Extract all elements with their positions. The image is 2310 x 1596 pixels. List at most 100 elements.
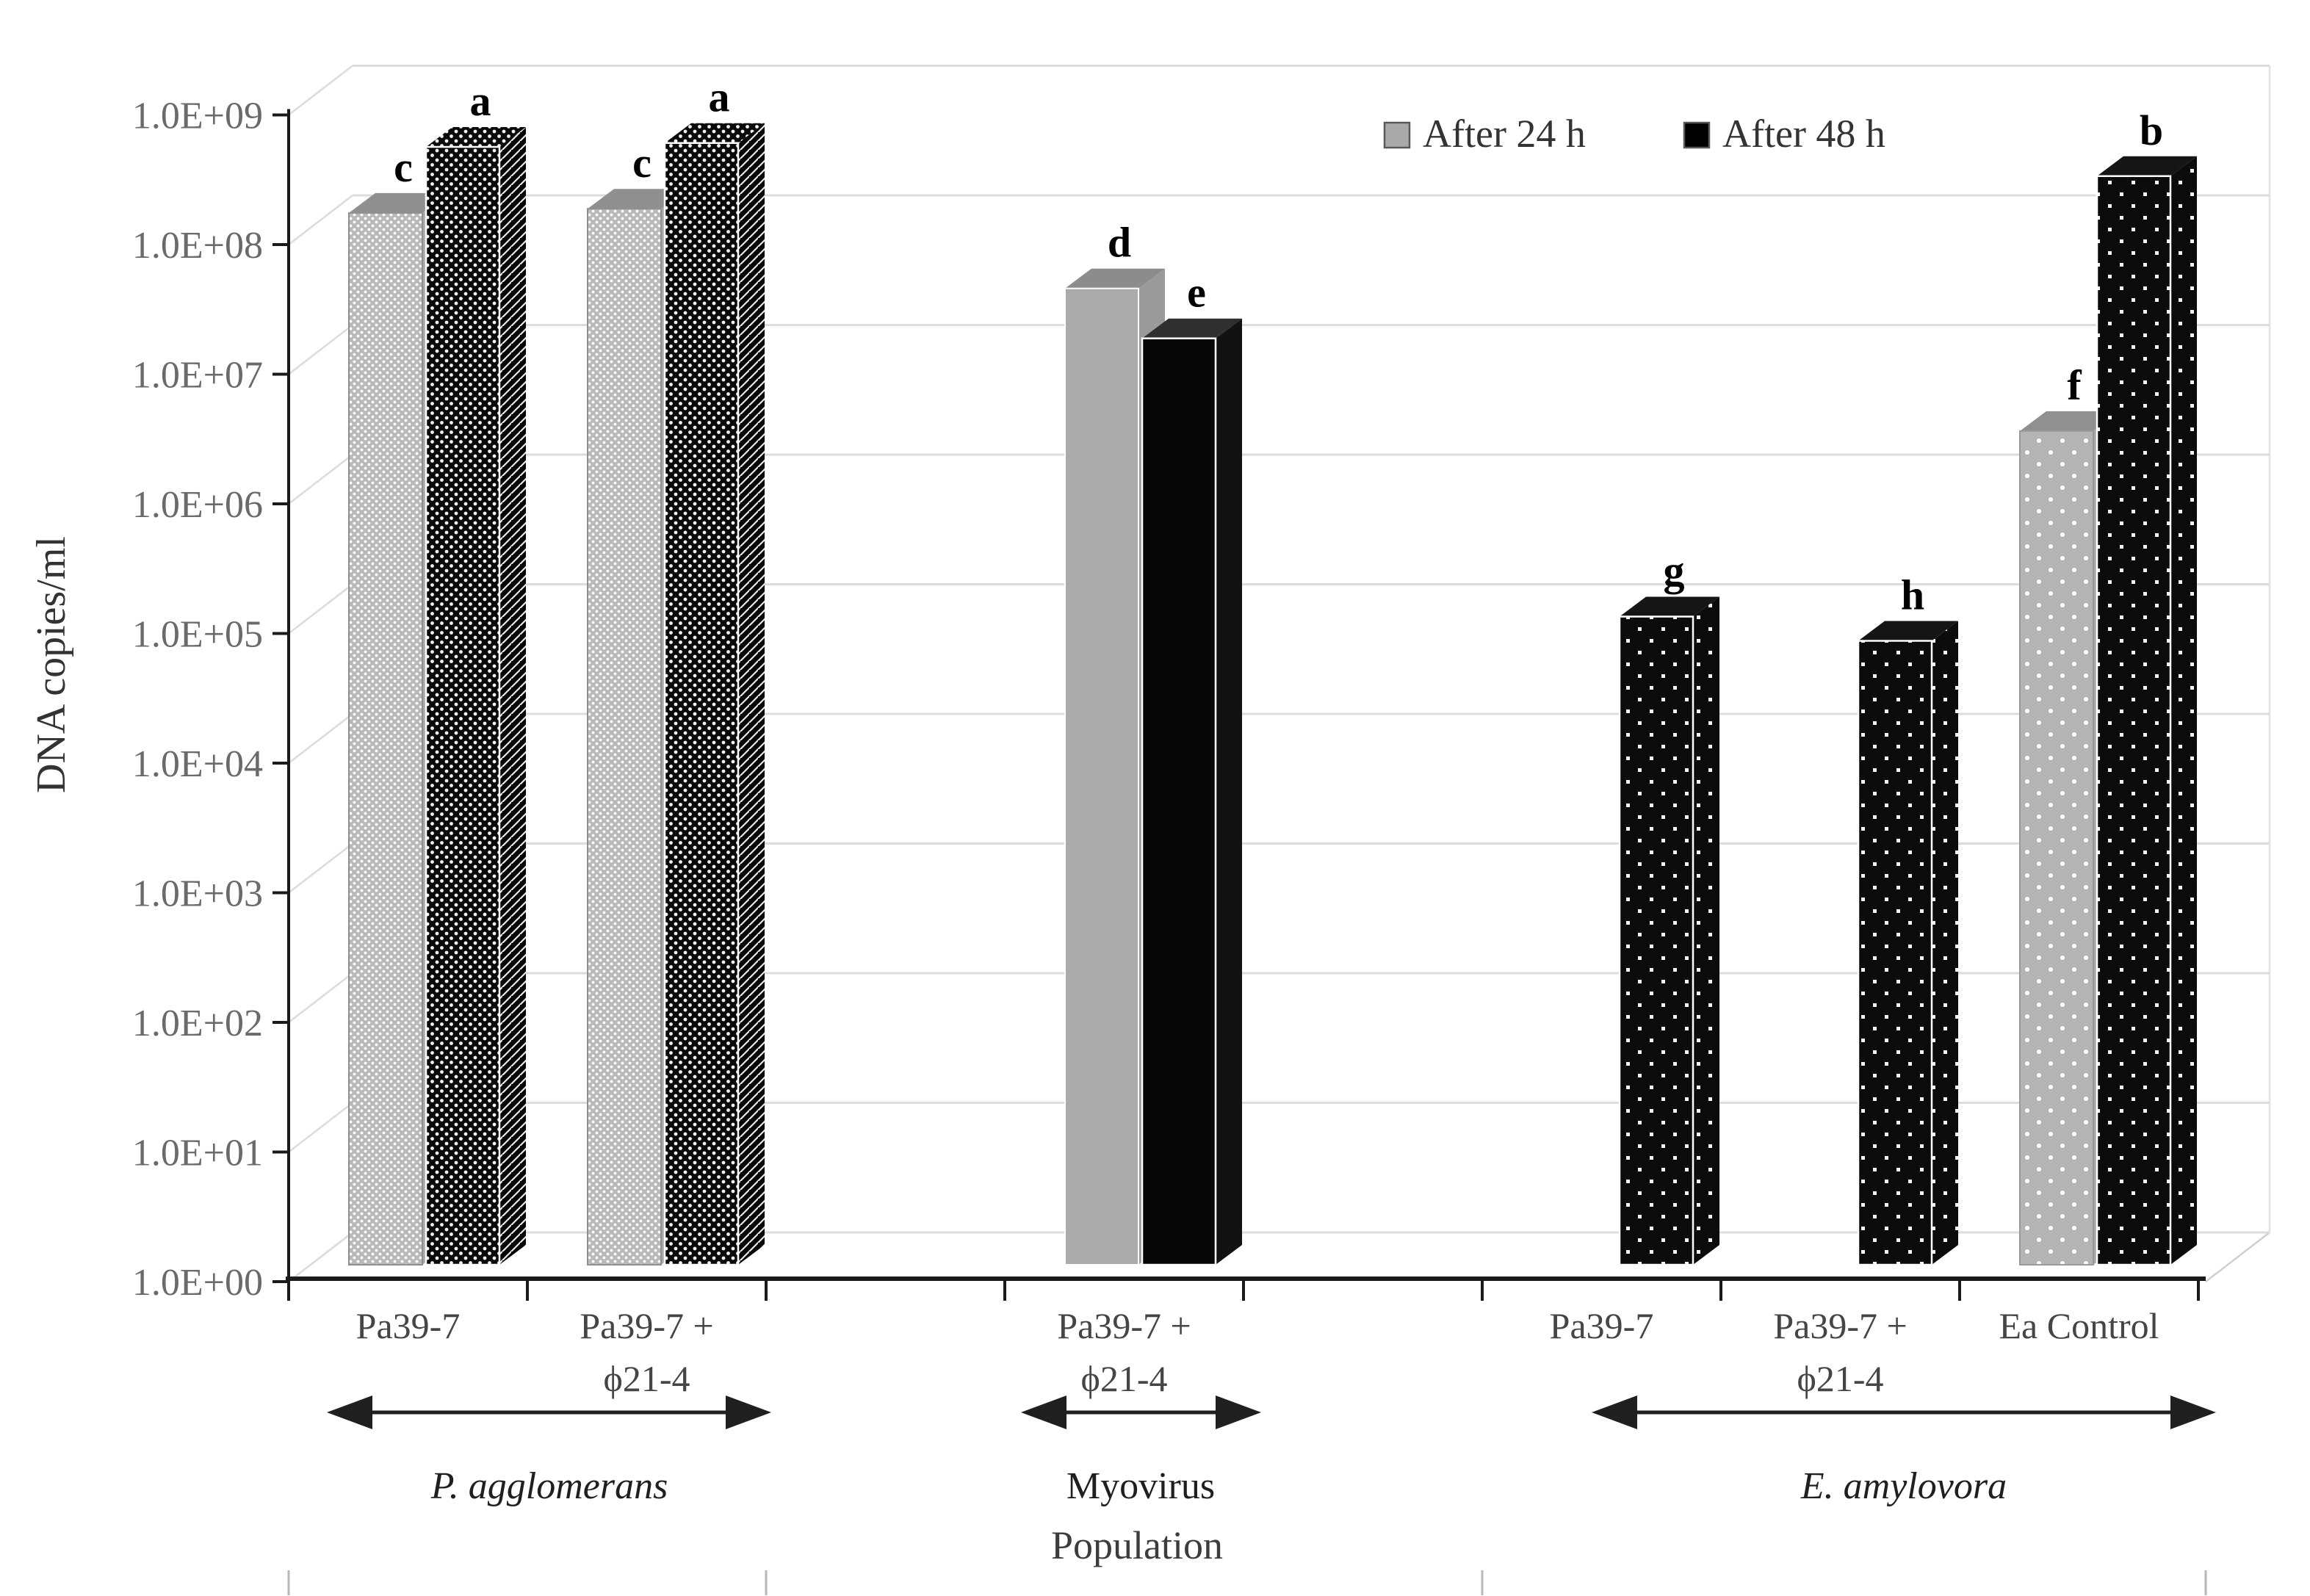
bar-top-face <box>1065 268 1165 289</box>
significance-letter-a: a <box>709 73 730 121</box>
y-axis-title: DNA copies/ml <box>29 536 74 793</box>
category-label: Pa39-7 <box>1550 1305 1654 1346</box>
significance-letter-h: h <box>1901 571 1924 619</box>
bar-top-face <box>349 192 449 213</box>
significance-letters: c a c a d e g h f b <box>394 73 2163 619</box>
bar-h-after-48-h <box>1857 621 1958 1266</box>
legend: After 24 h After 48 h <box>1383 112 1885 156</box>
y-tick-label: 1.0E+05 <box>132 614 263 656</box>
axes <box>272 109 2207 1595</box>
y-tick-label: 1.0E+09 <box>132 95 263 137</box>
group-label: E. amylovora <box>1800 1465 2007 1507</box>
significance-letter-d: d <box>1108 219 1131 267</box>
significance-letter-c: c <box>394 143 413 191</box>
legend-label: After 24 h <box>1423 112 1586 156</box>
bars <box>348 123 2197 1266</box>
bar-side-face <box>1216 318 1242 1265</box>
bar-front-face <box>1141 337 1217 1266</box>
group-label: P. agglomerans <box>430 1465 668 1507</box>
category-label: ϕ21-4 <box>1081 1358 1168 1399</box>
gridline-connector <box>288 65 353 116</box>
y-tick-label: 1.0E+04 <box>132 743 263 785</box>
y-tick-label: 1.0E+01 <box>132 1133 263 1174</box>
bar-side-face <box>2170 156 2197 1265</box>
x-axis-title: Population <box>1051 1523 1223 1567</box>
bar-front-face <box>2096 175 2172 1266</box>
bar-side-face <box>1932 621 1958 1265</box>
bar-front-face <box>663 142 740 1266</box>
y-tick-label: 1.0E+06 <box>132 484 263 526</box>
floor-right-edge <box>2205 1232 2270 1282</box>
bar-g-after-48-h <box>1618 596 1719 1266</box>
category-label: Pa39-7 <box>356 1305 461 1346</box>
gridline-connector <box>288 1232 353 1282</box>
arrowhead-right <box>726 1395 771 1429</box>
bar-top-face <box>1858 621 1958 641</box>
bar-top-face <box>2097 156 2197 176</box>
legend-item-after-48h: After 48 h <box>1683 112 1885 156</box>
bar-side-face <box>499 126 526 1265</box>
bar-front-face <box>425 145 501 1266</box>
category-label: Pa39-7 + <box>1773 1305 1907 1346</box>
y-tick-labels: 1.0E+00 1.0E+01 1.0E+02 1.0E+03 1.0E+04 1.0E+… <box>132 95 263 1304</box>
gridline-connector <box>288 583 353 635</box>
bar-top-face <box>2020 411 2120 431</box>
gridline-connector <box>288 713 353 764</box>
group-annotations: P. agglomerans Myovirus E. amylovora <box>327 1395 2216 1507</box>
gridline-connector <box>288 842 353 894</box>
y-tick-label: 1.0E+08 <box>132 225 263 267</box>
significance-letter-c: c <box>632 139 652 187</box>
bar-front-face <box>348 212 423 1265</box>
gridline-connector <box>288 454 353 505</box>
significance-letter-g: g <box>1664 547 1685 595</box>
significance-letter-e: e <box>1187 269 1206 317</box>
legend-swatch <box>1683 121 1711 149</box>
bar-a-after-48-h <box>663 123 765 1266</box>
category-label: Pa39-7 + <box>1057 1305 1191 1346</box>
bar-top-face <box>426 126 526 147</box>
legend-swatch <box>1383 121 1411 149</box>
category-label: ϕ21-4 <box>604 1358 690 1399</box>
bar-e-after-48-h <box>1141 318 1242 1266</box>
gridlines <box>288 65 2270 1282</box>
gridline-connector <box>288 972 353 1023</box>
significance-letter-f: f <box>2067 361 2082 409</box>
bar-side-face <box>738 123 765 1265</box>
bar-top-face <box>1142 318 1242 339</box>
category-label: ϕ21-4 <box>1797 1358 1884 1399</box>
group-label: Myovirus <box>1066 1465 1215 1507</box>
y-tick-label: 1.0E+07 <box>132 355 263 397</box>
arrowhead-left <box>327 1395 372 1429</box>
arrowhead-right <box>1216 1395 1261 1429</box>
significance-letter-a: a <box>470 77 491 125</box>
arrowhead-right <box>2170 1395 2216 1429</box>
arrowhead-left <box>1592 1395 1637 1429</box>
bar-top-face <box>665 123 765 143</box>
bar-front-face <box>1857 640 1933 1266</box>
bar-b-after-48-h <box>2096 156 2197 1266</box>
plot-back-wall <box>288 65 2271 1282</box>
y-tick-label: 1.0E+00 <box>132 1262 263 1304</box>
bar-front-face <box>2019 430 2094 1266</box>
category-labels: Pa39-7 Pa39-7 + ϕ21-4 Pa39-7 + ϕ21-4 Pa39-7 Pa… <box>356 1305 2159 1399</box>
gridline-connector <box>288 195 353 245</box>
category-label: Pa39-7 + <box>580 1305 713 1346</box>
arrowhead-left <box>1021 1395 1066 1429</box>
bar-top-face <box>1620 596 1719 617</box>
gridline-connector <box>288 324 353 375</box>
bar-front-face <box>587 208 662 1266</box>
legend-item-after-24h: After 24 h <box>1383 112 1586 156</box>
gridline-connector <box>288 1102 353 1153</box>
y-tick-label: 1.0E+02 <box>132 1003 263 1044</box>
bar-front-face <box>1618 615 1694 1266</box>
group-myovirus: Myovirus <box>1021 1395 1261 1507</box>
bar-front-face <box>1064 287 1139 1265</box>
group-e-amylovora: E. amylovora <box>1592 1395 2216 1507</box>
group-p-agglomerans: P. agglomerans <box>327 1395 771 1507</box>
legend-label: After 48 h <box>1722 112 1885 156</box>
significance-letter-b: b <box>2140 106 2163 154</box>
bar-a-after-48-h <box>425 126 526 1266</box>
category-label: Ea Control <box>1999 1305 2159 1346</box>
y-tick-label: 1.0E+03 <box>132 873 263 915</box>
